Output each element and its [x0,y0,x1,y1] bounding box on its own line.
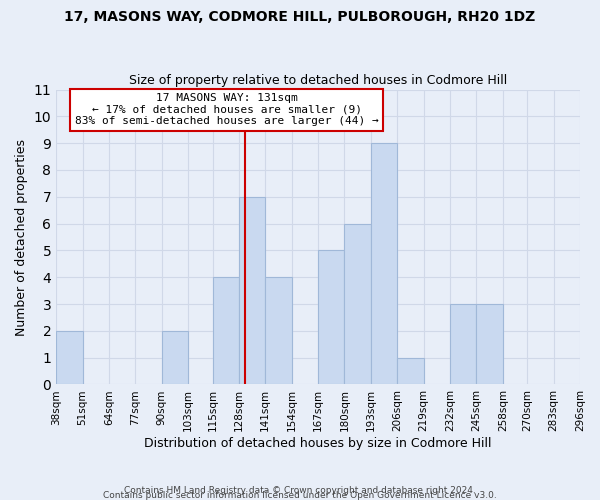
Bar [239,197,265,384]
X-axis label: Distribution of detached houses by size in Codmore Hill: Distribution of detached houses by size … [145,437,492,450]
Bar [318,250,344,384]
Bar [344,224,371,384]
Bar [476,304,503,384]
Text: Contains HM Land Registry data © Crown copyright and database right 2024.: Contains HM Land Registry data © Crown c… [124,486,476,495]
Text: 17 MASONS WAY: 131sqm
← 17% of detached houses are smaller (9)
83% of semi-detac: 17 MASONS WAY: 131sqm ← 17% of detached … [75,93,379,126]
Bar [450,304,476,384]
Y-axis label: Number of detached properties: Number of detached properties [15,138,28,336]
Bar [212,277,239,384]
Bar [265,277,292,384]
Text: 17, MASONS WAY, CODMORE HILL, PULBOROUGH, RH20 1DZ: 17, MASONS WAY, CODMORE HILL, PULBOROUGH… [64,10,536,24]
Bar [371,143,397,384]
Title: Size of property relative to detached houses in Codmore Hill: Size of property relative to detached ho… [129,74,507,87]
Text: Contains public sector information licensed under the Open Government Licence v3: Contains public sector information licen… [103,491,497,500]
Bar [162,331,188,384]
Bar [56,331,83,384]
Bar [397,358,424,384]
